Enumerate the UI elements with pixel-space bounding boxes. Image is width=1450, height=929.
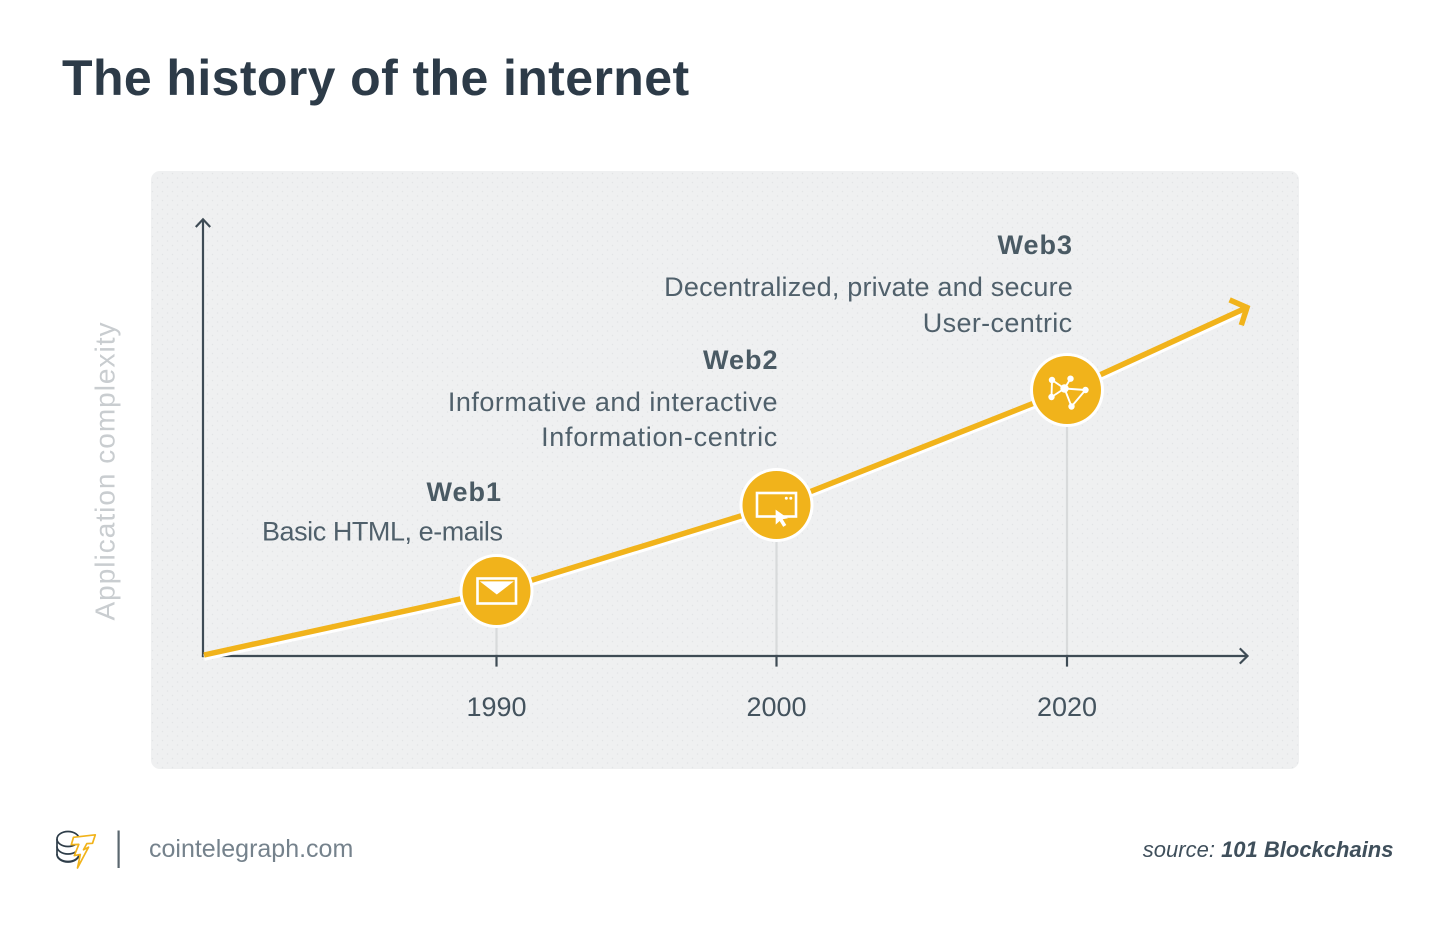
svg-text:Basic HTML, e-mails: Basic HTML, e-mails [262, 517, 503, 547]
svg-text:2000: 2000 [746, 692, 806, 722]
svg-text:Decentralized, private and sec: Decentralized, private and secure [664, 272, 1073, 302]
svg-text:Web3: Web3 [997, 230, 1073, 260]
svg-text:Web1: Web1 [426, 477, 502, 507]
svg-text:1990: 1990 [466, 692, 526, 722]
svg-text:Application complexity: Application complexity [90, 321, 121, 620]
svg-text:Informative and interactive: Informative and interactive [448, 387, 778, 417]
svg-text:The history of the internet: The history of the internet [62, 50, 690, 106]
svg-text:cointelegraph.com: cointelegraph.com [149, 835, 353, 863]
svg-text:Information-centric: Information-centric [541, 422, 778, 452]
svg-text:source: 101 Blockchains: source: 101 Blockchains [1143, 837, 1394, 862]
svg-text:2020: 2020 [1037, 692, 1097, 722]
svg-text:Web2: Web2 [703, 345, 779, 375]
svg-text:User-centric: User-centric [923, 308, 1073, 338]
